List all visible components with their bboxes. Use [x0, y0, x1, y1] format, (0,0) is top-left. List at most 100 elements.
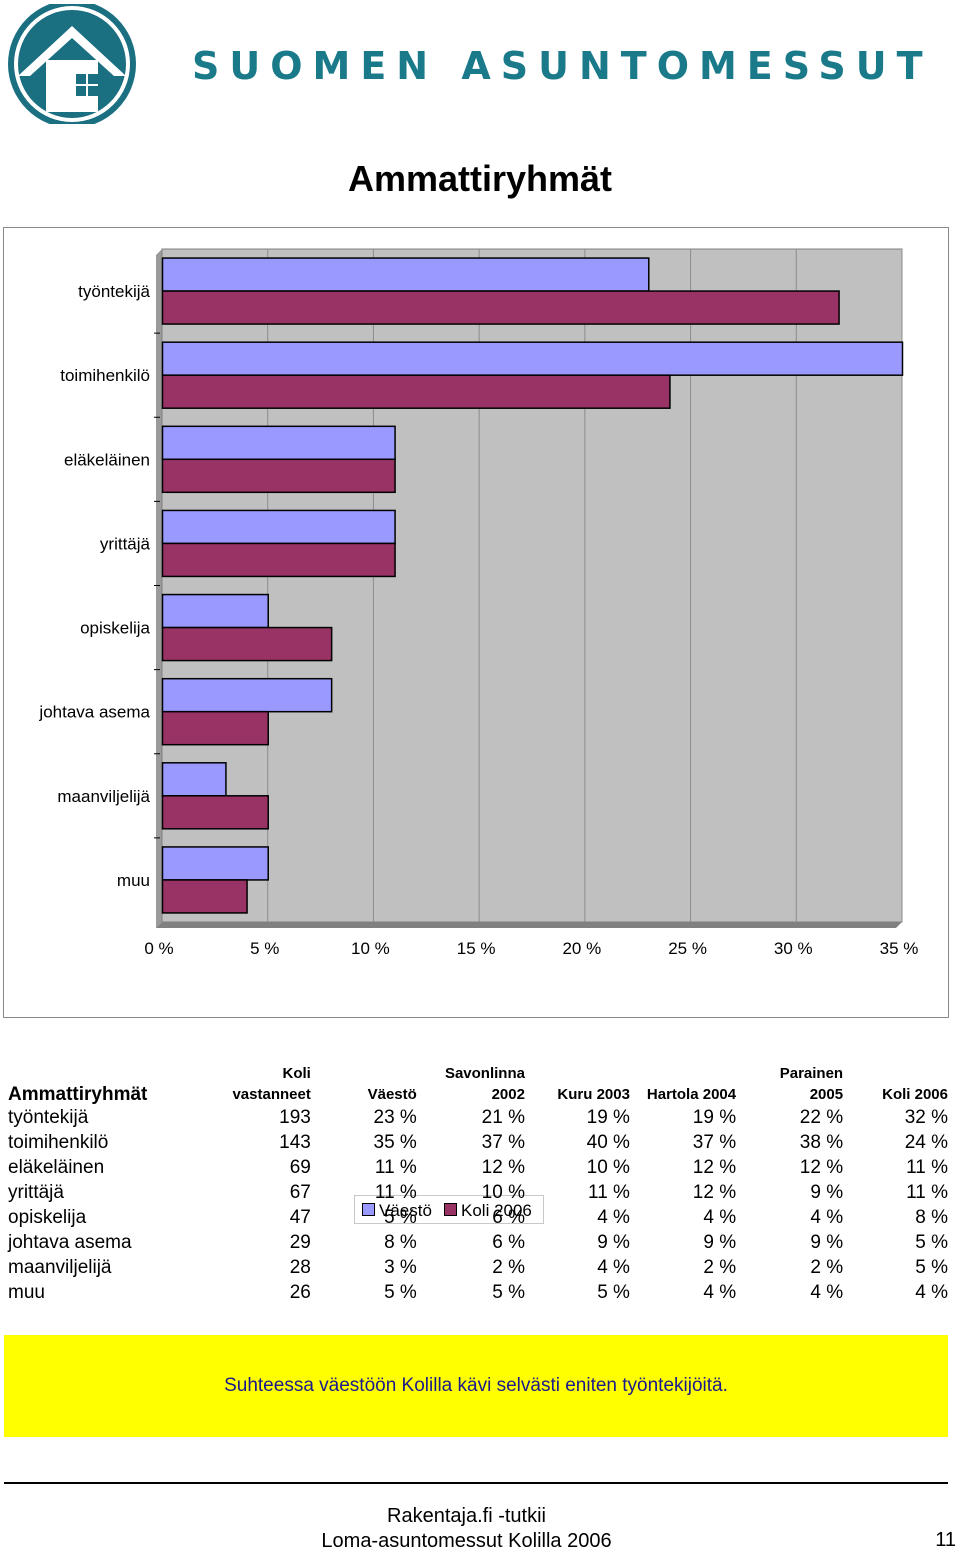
- bar: [161, 290, 840, 325]
- bar: [161, 257, 650, 292]
- table-header-cell: Koli 2006: [882, 1086, 948, 1103]
- table-cell: 32 %: [904, 1107, 948, 1128]
- bar: [161, 425, 396, 461]
- table-header-cell: Parainen 2005: [779, 1065, 844, 1103]
- table-cell: 4 %: [810, 1282, 844, 1303]
- table-cell: 9 %: [703, 1232, 737, 1253]
- legend-swatch-vaesto: [362, 1203, 375, 1217]
- plot-floor: [156, 922, 902, 928]
- table-cell: 5 %: [492, 1282, 525, 1303]
- y-category-label: johtava asema: [38, 703, 150, 722]
- brand-name: SUOMEN ASUNTOMESSUT: [192, 44, 933, 88]
- table-cell: 143: [279, 1132, 311, 1153]
- table-cell: 2 %: [492, 1257, 525, 1278]
- table-cell: 4 %: [597, 1257, 630, 1278]
- table-header-cell: Koli vastanneet: [232, 1065, 311, 1103]
- y-category-label: eläkeläinen: [64, 450, 150, 469]
- legend-swatch-koli-2006: [444, 1203, 457, 1217]
- table-cell: 28: [289, 1257, 311, 1278]
- bar: [161, 762, 227, 797]
- summary-note-text: Suhteessa väestöön Kolilla kävi selvästi…: [224, 1375, 728, 1396]
- legend-label-koli-2006: Koli 2006: [461, 1201, 532, 1220]
- table-cell: 11 %: [374, 1157, 417, 1178]
- footer-line-1: Rakentaja.fi -tutkii: [387, 1505, 546, 1527]
- table-cell: 37 %: [692, 1132, 737, 1153]
- occupation-table: Ammattiryhmät Koli vastanneet Väestö Savo…: [4, 1063, 952, 1305]
- table-cell: 5 %: [597, 1282, 630, 1303]
- table-header-cell: Väestö: [367, 1086, 417, 1103]
- table-cell: 4 %: [703, 1207, 737, 1228]
- bar: [161, 879, 248, 914]
- table-header-cell: Hartola 2004: [646, 1086, 737, 1103]
- table-cell: 67: [289, 1182, 311, 1203]
- legend-item-koli-2006: Koli 2006: [444, 1201, 532, 1221]
- table-cell: 4 %: [915, 1282, 948, 1303]
- bar: [161, 509, 396, 545]
- table-cell: 12 %: [799, 1157, 844, 1178]
- table-cell: 4 %: [810, 1207, 844, 1228]
- row-label: toimihenkilö: [8, 1132, 109, 1153]
- chart-legend: Väestö Koli 2006: [354, 1195, 544, 1224]
- chart-canvas: 0 % 5 % 10 % 15 % 20 % 25 % 30 % 35 % työntekijä…: [38, 248, 918, 958]
- table-cell: 47: [289, 1207, 311, 1228]
- bar-chart: 0 % 5 % 10 % 15 % 20 % 25 % 30 % 35 % työntekijä…: [3, 227, 949, 1224]
- bar: [161, 677, 333, 713]
- footer-line-2: Loma-asuntomessut Kolilla 2006: [321, 1530, 612, 1552]
- bar: [161, 542, 396, 578]
- x-tick-label: 10 %: [351, 939, 390, 958]
- row-label: opiskelija: [8, 1207, 87, 1228]
- y-category-label: toimihenkilö: [60, 366, 150, 385]
- table-cell: 5 %: [384, 1282, 417, 1303]
- bar: [161, 626, 333, 662]
- x-tick-label: 5 %: [250, 939, 279, 958]
- table-cell: 4 %: [703, 1282, 737, 1303]
- row-label: yrittäjä: [8, 1182, 64, 1203]
- table-row: yrittäjä 67 11 % 10 % 11 % 12 % 9 % 11 %: [4, 1180, 952, 1205]
- table-cell: 19 %: [586, 1107, 630, 1128]
- table-row: eläkeläinen 69 11 % 12 % 10 % 12 % 12 % …: [4, 1155, 952, 1180]
- table-row: työntekijä 193 23 % 21 % 19 % 19 % 22 % …: [4, 1105, 952, 1130]
- table-cell: 37 %: [481, 1132, 525, 1153]
- table-cell: 2 %: [703, 1257, 737, 1278]
- table-cell: 11 %: [906, 1157, 948, 1178]
- table-cell: 26: [289, 1282, 311, 1303]
- summary-note: Suhteessa väestöön Kolilla kävi selvästi…: [4, 1335, 948, 1437]
- y-category-label: maanviljelijä: [57, 787, 150, 806]
- table-cell: 6 %: [492, 1207, 525, 1228]
- x-tick-label: 25 %: [668, 939, 707, 958]
- row-label: johtava asema: [8, 1232, 132, 1253]
- y-category-label: opiskelija: [80, 619, 150, 638]
- table-cell: 35 %: [373, 1132, 417, 1153]
- table-cell: 10 %: [481, 1182, 525, 1203]
- table-cell: 8 %: [915, 1207, 948, 1228]
- table-header-cell: Savonlinna 2002: [444, 1065, 525, 1103]
- table-row: opiskelija 47 5 % 6 % 4 % 4 % 4 % 8 %: [4, 1205, 952, 1230]
- table-cell: 21 %: [481, 1107, 525, 1128]
- table-header-row: Ammattiryhmät Koli vastanneet Väestö Savo…: [4, 1063, 952, 1105]
- row-label: eläkeläinen: [8, 1157, 105, 1178]
- table-cell: 23 %: [373, 1107, 417, 1128]
- legend-item-vaesto: Väestö: [362, 1201, 432, 1221]
- bar: [161, 374, 671, 409]
- y-category-label: yrittäjä: [100, 534, 151, 553]
- table-cell: 9 %: [810, 1232, 844, 1253]
- table-cell: 10 %: [586, 1157, 630, 1178]
- page-number: 11: [935, 1529, 956, 1551]
- table-row: johtava asema 29 8 % 6 % 9 % 9 % 9 % 5 %: [4, 1230, 952, 1255]
- table-header-cell: Kuru 2003: [557, 1086, 630, 1103]
- table-cell: 9 %: [810, 1182, 844, 1203]
- table-cell: 38 %: [799, 1132, 844, 1153]
- bar: [161, 710, 269, 746]
- table-cell: 29: [289, 1232, 311, 1253]
- bar: [161, 458, 396, 494]
- table-cell: 3 %: [384, 1257, 417, 1278]
- table-cell: 12 %: [481, 1157, 525, 1178]
- footer-divider: [4, 1482, 948, 1484]
- table-cell: 6 %: [492, 1232, 525, 1253]
- table-cell: 5 %: [384, 1207, 417, 1228]
- x-tick-label: 20 %: [562, 939, 601, 958]
- y-category-label: muu: [117, 871, 150, 890]
- bar: [161, 593, 269, 629]
- legend-label-vaesto: Väestö: [379, 1201, 432, 1220]
- bar: [161, 341, 904, 376]
